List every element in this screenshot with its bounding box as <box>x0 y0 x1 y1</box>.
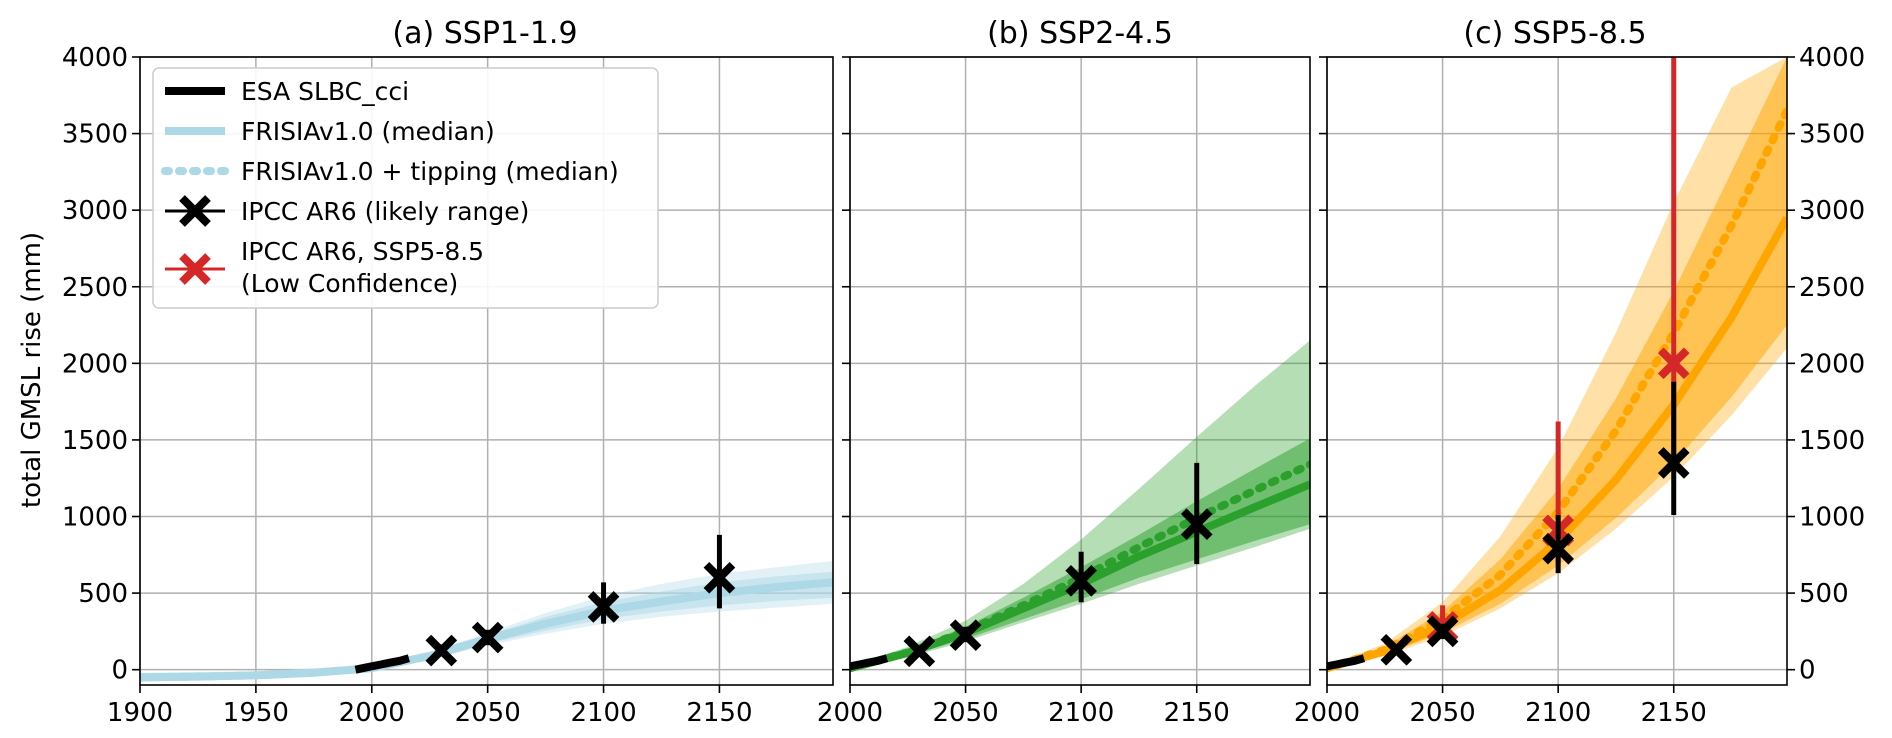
panel-frame <box>1326 56 1788 686</box>
y-tick-label-left: 3500 <box>62 120 128 150</box>
panel-title-ssp2-4-5: (b) SSP2-4.5 <box>987 16 1173 51</box>
x-tick-label: 2000 <box>1294 698 1360 728</box>
panel-ssp2-4-5: (b) SSP2-4.5 2000 2050 2100 2150 <box>817 16 1311 728</box>
panel-title-ssp5-8-5: (c) SSP5-8.5 <box>1463 16 1646 51</box>
legend-box <box>152 67 659 309</box>
y-tick-label-left: 3000 <box>62 196 128 226</box>
legend-label-ipcc-lowconf-line1: IPCC AR6, SSP5-8.5 <box>241 237 484 266</box>
ipcc-marker-stroke-b <box>703 561 736 594</box>
legend: ESA SLBC_cci FRISIAv1.0 (median) FRISIAv… <box>152 67 659 309</box>
ipcc-marker-stroke-b <box>425 634 458 667</box>
x-tick-label: 2100 <box>1525 698 1591 728</box>
x-tick-label: 2150 <box>1641 698 1707 728</box>
legend-swatch-ipcc-lowconf-cross-stroke-b <box>179 253 211 285</box>
ipcc-marker-stroke-b <box>1657 447 1690 479</box>
series-observations <box>354 654 410 674</box>
legend-swatch-ipcc-likely-cross-stroke-b <box>179 195 211 227</box>
y-tick-label-left: 1000 <box>62 503 128 533</box>
x-tick-label: 1950 <box>223 698 289 728</box>
ipcc-marker-stroke-b <box>949 619 982 652</box>
y-tick-label-right: 3500 <box>1799 120 1865 150</box>
y-tick-label-right: 4000 <box>1799 43 1865 73</box>
ipcc-lowconf-marker-stroke-b <box>1657 347 1690 380</box>
plot-area <box>1327 57 1787 673</box>
ipcc-marker-stroke-b <box>587 591 620 623</box>
x-tick-label: 2050 <box>1409 698 1475 728</box>
y-tick-label-left: 4000 <box>62 43 128 73</box>
legend-label-esa: ESA SLBC_cci <box>241 77 409 106</box>
ipcc-marker-stroke-b <box>1380 633 1413 666</box>
y-tick-label-right: 1500 <box>1799 426 1865 456</box>
y-tick-label-left: 2500 <box>62 273 128 303</box>
y-axis-label: total GMSL rise (mm) <box>17 232 47 508</box>
legend-label-ipcc-likely: IPCC AR6 (likely range) <box>241 197 529 226</box>
x-tick-label: 2050 <box>455 698 521 728</box>
y-tick-label-left: 0 <box>111 656 128 686</box>
ipcc-marker-stroke-b <box>1426 615 1459 648</box>
x-tick-label: 2050 <box>932 698 998 728</box>
panel-frame <box>849 56 1311 686</box>
y-tick-label-right: 2500 <box>1799 273 1865 303</box>
y-tick-label-left: 500 <box>78 579 128 609</box>
ipcc-marker-stroke-b <box>903 635 936 668</box>
panel-ssp5-8-5: (c) SSP5-8.5 2000 2050 2100 2150 0 500 1000 150… <box>1294 16 1865 728</box>
x-tick-label: 2100 <box>570 698 636 728</box>
x-tick-label: 2150 <box>686 698 752 728</box>
y-tick-label-right: 3000 <box>1799 196 1865 226</box>
x-tick-label: 2000 <box>817 698 883 728</box>
y-tick-label-right: 1000 <box>1799 503 1865 533</box>
x-tick-label: 1900 <box>107 698 173 728</box>
plot-area <box>140 534 833 682</box>
series-observations <box>850 654 889 671</box>
y-tick-label-right: 0 <box>1799 656 1816 686</box>
x-tick-label: 2100 <box>1048 698 1114 728</box>
legend-label-ipcc-lowconf-line2: (Low Confidence) <box>241 269 458 298</box>
y-tick-label-right: 2000 <box>1799 349 1865 379</box>
x-tick-label: 2000 <box>339 698 405 728</box>
plot-area <box>850 340 1310 673</box>
ipcc-marker-stroke-b <box>1065 565 1097 597</box>
ipcc-marker-stroke-b <box>471 621 504 654</box>
x-tick-label: 2150 <box>1164 698 1230 728</box>
panel-title-ssp1-1-9: (a) SSP1-1.9 <box>392 16 577 51</box>
ipcc-marker-stroke-b <box>1180 508 1213 540</box>
series-observations <box>1327 654 1366 671</box>
ipcc-marker-stroke-b <box>1542 532 1574 565</box>
legend-label-frisia-tipping: FRISIAv1.0 + tipping (median) <box>241 157 619 186</box>
legend-label-frisia-median: FRISIAv1.0 (median) <box>241 117 495 146</box>
y-tick-label-left: 2000 <box>62 349 128 379</box>
panel-frame <box>139 56 834 686</box>
y-tick-label-left: 1500 <box>62 426 128 456</box>
y-tick-label-right: 500 <box>1799 579 1849 609</box>
uncertainty-band-outer <box>140 560 833 682</box>
